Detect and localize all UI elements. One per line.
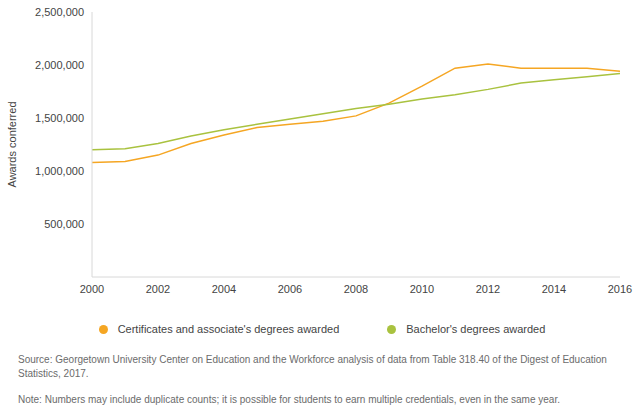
svg-text:1,000,000: 1,000,000 [35, 165, 84, 177]
svg-text:Awards conferred: Awards conferred [8, 101, 18, 187]
svg-text:2000: 2000 [80, 283, 104, 295]
svg-text:2,500,000: 2,500,000 [35, 6, 84, 18]
html-text:Note: Numbers may include dupl: Note: Numbers may include duplicate coun… [18, 394, 560, 405]
html-text:Certificates and associate's d: Certificates and associate's degrees awa… [117, 323, 340, 335]
svg-text:2,000,000: 2,000,000 [35, 59, 84, 71]
svg-text:2006: 2006 [278, 283, 302, 295]
svg-text:2012: 2012 [476, 283, 500, 295]
svg-text:1,500,000: 1,500,000 [35, 112, 84, 124]
svg-text:2010: 2010 [410, 283, 434, 295]
html-text:Bachelor's degrees awarded: Bachelor's degrees awarded [406, 323, 546, 335]
svg-text:2016: 2016 [608, 283, 632, 295]
svg-text:2014: 2014 [542, 283, 566, 295]
svg-text:500,000: 500,000 [44, 218, 84, 230]
html-text:Source: Georgetown University: Source: Georgetown University Center on … [18, 354, 607, 379]
svg-text:2002: 2002 [146, 283, 170, 295]
svg-text:2008: 2008 [344, 283, 368, 295]
svg-text:2004: 2004 [212, 283, 236, 295]
